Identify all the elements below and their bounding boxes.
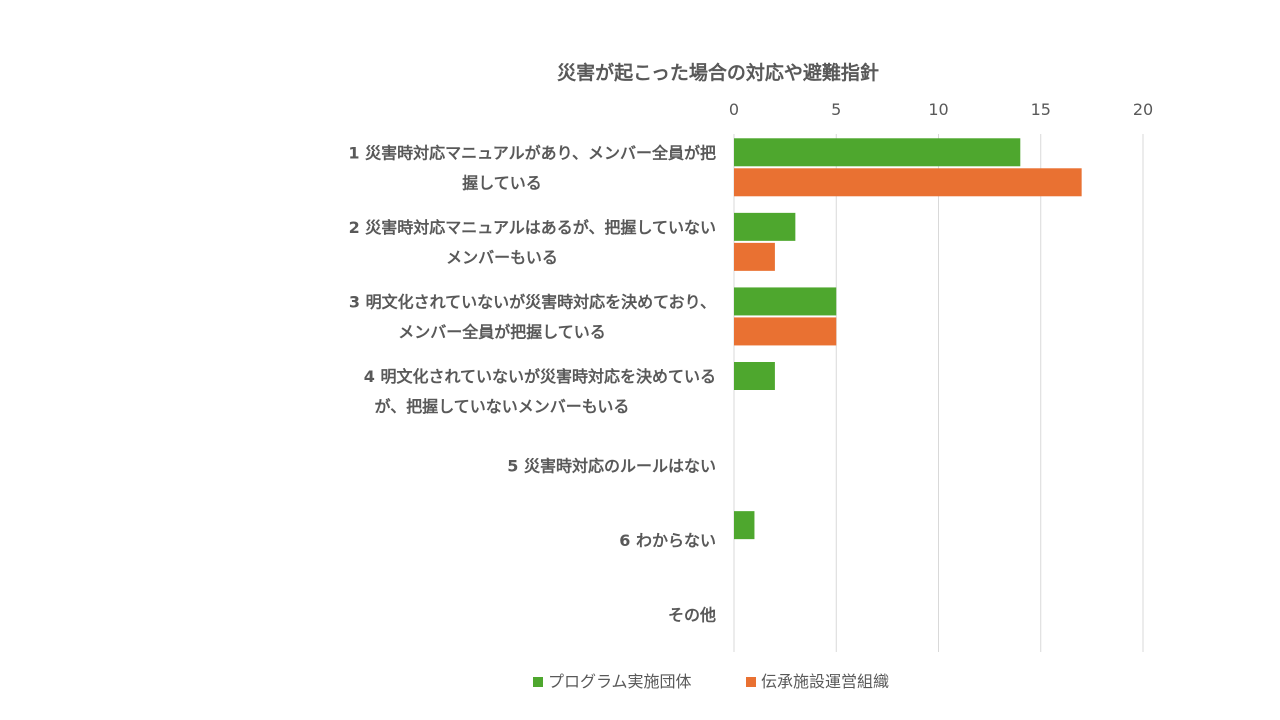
bar	[734, 212, 796, 241]
bar	[734, 287, 837, 316]
bar	[734, 362, 775, 390]
legend: プログラム実施団体 伝承施設運営組織	[533, 672, 889, 691]
legend-label: 伝承施設運営組織	[761, 672, 889, 691]
chart-title: 災害が起こった場合の対応や避難指針	[557, 61, 879, 84]
category-label: 6 わからない	[619, 531, 716, 550]
x-tick-label: 5	[831, 100, 841, 119]
bar	[734, 242, 775, 271]
category-label: 握している	[462, 173, 542, 192]
category-label: が、把握していないメンバーもいる	[375, 397, 630, 416]
category-label: 5 災害時対応のルールはない	[507, 457, 716, 476]
x-tick-label: 0	[729, 100, 739, 119]
category-label: その他	[668, 606, 716, 625]
bar	[734, 168, 1082, 197]
bar	[734, 317, 837, 346]
gridlines	[733, 134, 1144, 652]
legend-swatch	[746, 677, 756, 687]
x-tick-label: 10	[928, 100, 948, 119]
category-label: 2 災害時対応マニュアルはあるが、把握していない	[349, 218, 716, 237]
legend-label: プログラム実施団体	[548, 672, 692, 691]
bar	[734, 138, 1021, 167]
bars	[734, 138, 1082, 540]
category-labels: 1 災害時対応マニュアルがあり、メンバー全員が把握している 2 災害時対応マニュア…	[348, 143, 716, 624]
category-label: 4 明文化されていないが災害時対応を決めている	[364, 367, 716, 386]
bar	[734, 511, 755, 540]
x-axis-ticks: 0 5 10 15 20	[729, 100, 1153, 119]
x-tick-label: 15	[1031, 100, 1051, 119]
x-tick-label: 20	[1133, 100, 1153, 119]
legend-swatch	[533, 677, 543, 687]
category-label: メンバー全員が把握している	[398, 322, 606, 341]
category-label: メンバーもいる	[446, 248, 558, 267]
category-label: 3 明文化されていないが災害時対応を決めており、	[349, 292, 716, 311]
category-label: 1 災害時対応マニュアルがあり、メンバー全員が把	[348, 143, 716, 162]
